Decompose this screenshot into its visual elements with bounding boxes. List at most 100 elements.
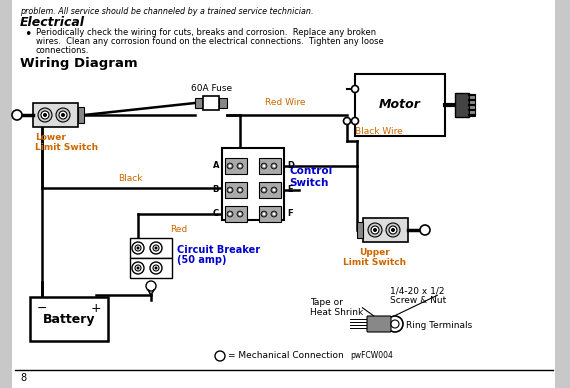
Circle shape — [12, 110, 22, 120]
Circle shape — [237, 187, 243, 193]
Circle shape — [391, 228, 395, 232]
Text: Red Wire: Red Wire — [265, 98, 306, 107]
Circle shape — [389, 226, 397, 234]
Text: Control
Switch: Control Switch — [289, 166, 332, 188]
Circle shape — [271, 211, 277, 217]
Circle shape — [387, 316, 403, 332]
Circle shape — [373, 228, 377, 232]
Text: A: A — [213, 161, 219, 170]
Text: •: • — [24, 28, 31, 41]
Circle shape — [420, 225, 430, 235]
Text: Motor: Motor — [379, 99, 421, 111]
Circle shape — [229, 213, 231, 215]
Text: Periodically check the wiring for cuts, breaks and corrosion.  Replace any broke: Periodically check the wiring for cuts, … — [36, 28, 376, 37]
Bar — [259, 182, 281, 198]
Circle shape — [238, 189, 242, 192]
Bar — [203, 96, 219, 110]
Text: Circuit Breaker: Circuit Breaker — [177, 245, 260, 255]
Circle shape — [43, 113, 47, 117]
Circle shape — [391, 320, 399, 328]
Bar — [555, 0, 570, 388]
Circle shape — [150, 242, 162, 254]
Circle shape — [238, 165, 242, 168]
Text: F: F — [287, 210, 292, 218]
Circle shape — [344, 118, 351, 125]
Circle shape — [153, 265, 159, 271]
FancyBboxPatch shape — [367, 316, 391, 332]
Text: 8: 8 — [20, 373, 26, 383]
Bar — [219, 98, 227, 108]
Circle shape — [271, 187, 277, 193]
Text: pwFCW004: pwFCW004 — [350, 352, 393, 360]
Circle shape — [263, 189, 266, 192]
Text: wires.  Clean any corrosion found on the electrical connections.  Tighten any lo: wires. Clean any corrosion found on the … — [36, 37, 384, 46]
Bar — [78, 107, 84, 123]
Text: Wiring Diagram: Wiring Diagram — [20, 57, 137, 70]
Bar — [130, 258, 172, 278]
Text: problem. All service should be channeled by a trained service technician.: problem. All service should be channeled… — [20, 7, 314, 16]
Text: E: E — [287, 185, 292, 194]
Bar — [222, 148, 284, 220]
Circle shape — [237, 211, 243, 217]
Text: Tape or: Tape or — [310, 298, 343, 307]
Text: Battery: Battery — [43, 312, 95, 326]
Circle shape — [61, 113, 65, 117]
Circle shape — [261, 211, 267, 217]
Circle shape — [136, 246, 140, 249]
Circle shape — [229, 165, 231, 168]
Bar — [130, 238, 172, 258]
Circle shape — [263, 213, 266, 215]
Circle shape — [154, 246, 157, 249]
Circle shape — [146, 281, 156, 291]
Text: 1/4-20 x 1/2: 1/4-20 x 1/2 — [390, 286, 445, 295]
Text: Upper
Limit Switch: Upper Limit Switch — [344, 248, 406, 267]
Bar — [357, 222, 363, 238]
Circle shape — [132, 262, 144, 274]
Bar — [195, 98, 203, 108]
Text: Red: Red — [170, 225, 188, 234]
Circle shape — [352, 118, 359, 125]
Text: Ring Terminals: Ring Terminals — [406, 320, 473, 329]
Circle shape — [371, 226, 379, 234]
Text: Black: Black — [118, 174, 142, 183]
Circle shape — [227, 163, 233, 169]
Circle shape — [272, 213, 275, 215]
Circle shape — [59, 111, 67, 119]
Circle shape — [154, 267, 157, 270]
Circle shape — [215, 351, 225, 361]
Bar — [30, 297, 108, 341]
Bar — [225, 158, 247, 174]
Text: (50 amp): (50 amp) — [177, 255, 226, 265]
Text: C: C — [213, 210, 219, 218]
Text: Screw & Nut: Screw & Nut — [390, 296, 446, 305]
Circle shape — [136, 267, 140, 270]
Circle shape — [263, 165, 266, 168]
Bar — [469, 94, 475, 116]
Circle shape — [238, 213, 242, 215]
Circle shape — [132, 242, 144, 254]
Circle shape — [38, 108, 52, 122]
Bar — [455, 93, 469, 117]
Circle shape — [261, 163, 267, 169]
Circle shape — [135, 265, 141, 271]
Circle shape — [272, 189, 275, 192]
Text: Electrical: Electrical — [20, 16, 85, 29]
Circle shape — [150, 262, 162, 274]
Circle shape — [41, 111, 49, 119]
Circle shape — [229, 189, 231, 192]
Bar — [355, 74, 445, 136]
Circle shape — [227, 187, 233, 193]
Text: B: B — [213, 185, 219, 194]
Circle shape — [135, 245, 141, 251]
Circle shape — [237, 163, 243, 169]
Text: −: − — [36, 302, 47, 315]
Bar — [33, 103, 78, 127]
Circle shape — [352, 85, 359, 92]
Bar — [225, 182, 247, 198]
Circle shape — [368, 223, 382, 237]
Circle shape — [386, 223, 400, 237]
Circle shape — [261, 187, 267, 193]
Text: D: D — [287, 161, 294, 170]
Bar — [363, 218, 408, 242]
Bar — [259, 158, 281, 174]
